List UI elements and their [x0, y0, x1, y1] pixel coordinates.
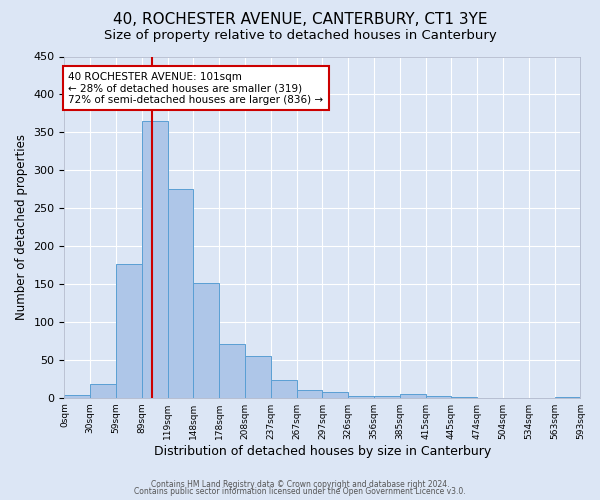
Text: Contains public sector information licensed under the Open Government Licence v3: Contains public sector information licen…	[134, 488, 466, 496]
Bar	[554, 397, 580, 398]
Bar	[219, 344, 245, 398]
Y-axis label: Number of detached properties: Number of detached properties	[15, 134, 28, 320]
Bar	[296, 390, 322, 398]
Bar	[64, 396, 90, 398]
X-axis label: Distribution of detached houses by size in Canterbury: Distribution of detached houses by size …	[154, 444, 491, 458]
Bar	[425, 396, 451, 398]
Text: 40 ROCHESTER AVENUE: 101sqm
← 28% of detached houses are smaller (319)
72% of se: 40 ROCHESTER AVENUE: 101sqm ← 28% of det…	[68, 72, 323, 105]
Bar	[142, 121, 167, 398]
Bar	[271, 380, 296, 398]
Bar	[90, 384, 116, 398]
Bar	[400, 394, 425, 398]
Bar	[451, 397, 477, 398]
Bar	[116, 264, 142, 398]
Bar	[322, 392, 348, 398]
Text: Contains HM Land Registry data © Crown copyright and database right 2024.: Contains HM Land Registry data © Crown c…	[151, 480, 449, 489]
Bar	[348, 396, 374, 398]
Text: Size of property relative to detached houses in Canterbury: Size of property relative to detached ho…	[104, 29, 496, 42]
Bar	[374, 396, 400, 398]
Bar	[245, 356, 271, 398]
Text: 40, ROCHESTER AVENUE, CANTERBURY, CT1 3YE: 40, ROCHESTER AVENUE, CANTERBURY, CT1 3Y…	[113, 12, 487, 28]
Bar	[167, 189, 193, 398]
Bar	[193, 283, 219, 398]
